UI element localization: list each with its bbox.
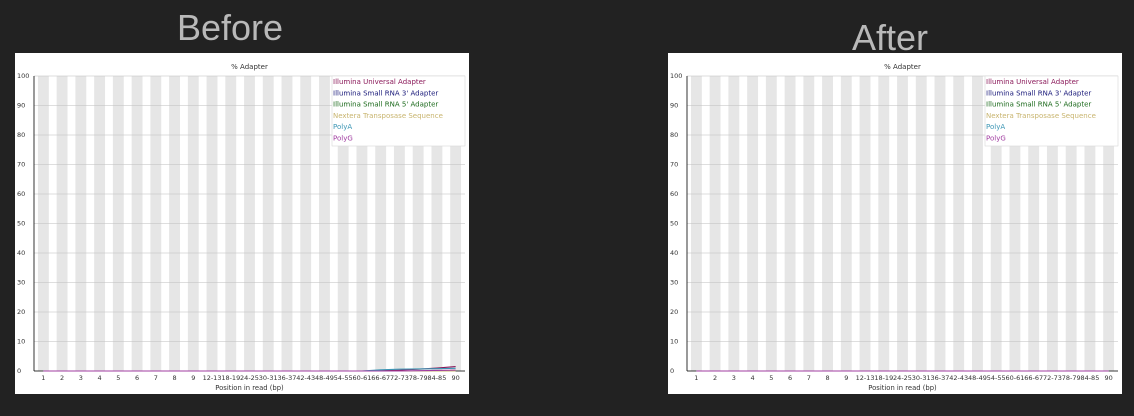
x-tick-label: 6 <box>135 374 139 382</box>
y-tick-label: 0 <box>670 367 674 375</box>
y-tick-label: 10 <box>670 338 678 346</box>
y-tick-label: 70 <box>17 161 25 169</box>
legend-entry: PolyA <box>333 123 352 131</box>
x-tick-label: 24-25 <box>240 374 259 382</box>
x-tick-label: 6 <box>788 374 792 382</box>
y-tick-label: 20 <box>670 308 678 316</box>
legend-entry: Illumina Universal Adapter <box>333 78 426 86</box>
x-tick-label: 42-43 <box>949 374 968 382</box>
x-tick-label: 60-61 <box>1005 374 1024 382</box>
y-tick-label: 40 <box>17 249 25 257</box>
x-tick-label: 5 <box>769 374 773 382</box>
x-tick-label: 66-67 <box>371 374 390 382</box>
x-tick-label: 18-19 <box>221 374 240 382</box>
x-tick-label: 8 <box>825 374 829 382</box>
y-tick-label: 0 <box>17 367 21 375</box>
legend-box <box>331 75 466 147</box>
y-tick-label: 50 <box>17 220 25 228</box>
x-tick-label: 30-31 <box>912 374 931 382</box>
x-tick-label: 90 <box>1104 374 1112 382</box>
x-tick-label: 36-37 <box>278 374 297 382</box>
y-tick-label: 80 <box>17 131 25 139</box>
x-tick-label: 66-67 <box>1024 374 1043 382</box>
x-tick-label: 90 <box>451 374 459 382</box>
legend-entry: Illumina Small RNA 3' Adapter <box>333 89 438 97</box>
y-tick-label: 100 <box>670 72 682 80</box>
before-chart-svg: 0 10 20 30 40 50 60 70 80 90 100 1 2 3 4 5 6 7 8 9 12-13 18-1… <box>17 63 466 392</box>
y-tick-label: 80 <box>670 131 678 139</box>
x-tick-label: 4 <box>98 374 102 382</box>
x-tick-label: 48-49 <box>968 374 987 382</box>
x-tick-label: 84-85 <box>427 374 446 382</box>
x-tick-label: 7 <box>807 374 811 382</box>
legend-entry: PolyA <box>986 123 1005 131</box>
x-axis-label: Position in read (bp) <box>868 384 937 392</box>
x-tick-label: 12-13 <box>203 374 222 382</box>
y-tick-label: 90 <box>670 102 678 110</box>
x-axis-label: Position in read (bp) <box>215 384 284 392</box>
y-tick-label: 60 <box>670 190 678 198</box>
x-tick-label: 78-79 <box>1062 374 1081 382</box>
x-tick-label: 84-85 <box>1080 374 1099 382</box>
after-panel-title: After <box>852 17 929 58</box>
legend-entry: Illumina Small RNA 5' Adapter <box>986 101 1091 109</box>
y-tick-label: 10 <box>17 338 25 346</box>
y-tick-label: 100 <box>17 72 29 80</box>
before-adapter-chart: 0 10 20 30 40 50 60 70 80 90 100 1 2 3 4 5 6 7 8 9 12-13 18-1… <box>15 53 469 394</box>
legend-entry: PolyG <box>333 135 353 143</box>
legend-entry: Illumina Small RNA 3' Adapter <box>986 89 1091 97</box>
legend-entry: Illumina Universal Adapter <box>986 78 1079 86</box>
x-tick-label: 36-37 <box>931 374 950 382</box>
x-tick-label: 78-79 <box>409 374 428 382</box>
x-tick-label: 3 <box>79 374 83 382</box>
x-tick-label: 30-31 <box>259 374 278 382</box>
before-panel-title: Before <box>177 7 284 48</box>
legend-box <box>984 75 1119 147</box>
x-tick-label: 54-55 <box>334 374 353 382</box>
x-tick-label: 60-61 <box>352 374 371 382</box>
y-tick-label: 70 <box>670 161 678 169</box>
x-tick-label: 72-73 <box>1043 374 1062 382</box>
x-tick-label: 48-49 <box>315 374 334 382</box>
x-tick-label: 3 <box>732 374 736 382</box>
x-tick-label: 12-13 <box>856 374 875 382</box>
x-tick-label: 24-25 <box>893 374 912 382</box>
x-tick-label: 9 <box>844 374 848 382</box>
series-line <box>43 369 456 372</box>
x-tick-label: 54-55 <box>987 374 1006 382</box>
y-tick-label: 20 <box>17 308 25 316</box>
y-tick-label: 90 <box>17 102 25 110</box>
legend-entry: PolyG <box>986 135 1006 143</box>
y-tick-label: 30 <box>670 279 678 287</box>
x-tick-label: 72-73 <box>390 374 409 382</box>
x-tick-label: 42-43 <box>296 374 315 382</box>
x-tick-label: 1 <box>694 374 698 382</box>
chart-title: % Adapter <box>231 63 268 71</box>
legend-entry: Nextera Transposase Sequence <box>333 112 443 120</box>
x-tick-label: 2 <box>60 374 64 382</box>
x-tick-label: 7 <box>154 374 158 382</box>
x-tick-label: 8 <box>172 374 176 382</box>
y-tick-label: 40 <box>670 249 678 257</box>
x-tick-label: 2 <box>713 374 717 382</box>
after-adapter-chart: 0 10 20 30 40 50 60 70 80 90 100 1 2 3 4 5 6 7 8 9 12-13 18-1… <box>668 53 1122 394</box>
y-tick-label: 30 <box>17 279 25 287</box>
x-tick-label: 4 <box>751 374 755 382</box>
x-tick-label: 18-19 <box>874 374 893 382</box>
legend-entry: Nextera Transposase Sequence <box>986 112 1096 120</box>
x-tick-label: 5 <box>116 374 120 382</box>
y-tick-label: 50 <box>670 220 678 228</box>
after-chart-svg: 0 10 20 30 40 50 60 70 80 90 100 1 2 3 4 5 6 7 8 9 12-13 18-1… <box>670 63 1119 392</box>
x-tick-label: 9 <box>191 374 195 382</box>
y-tick-label: 60 <box>17 190 25 198</box>
chart-title: % Adapter <box>884 63 921 71</box>
legend-entry: Illumina Small RNA 5' Adapter <box>333 101 438 109</box>
x-tick-label: 1 <box>41 374 45 382</box>
